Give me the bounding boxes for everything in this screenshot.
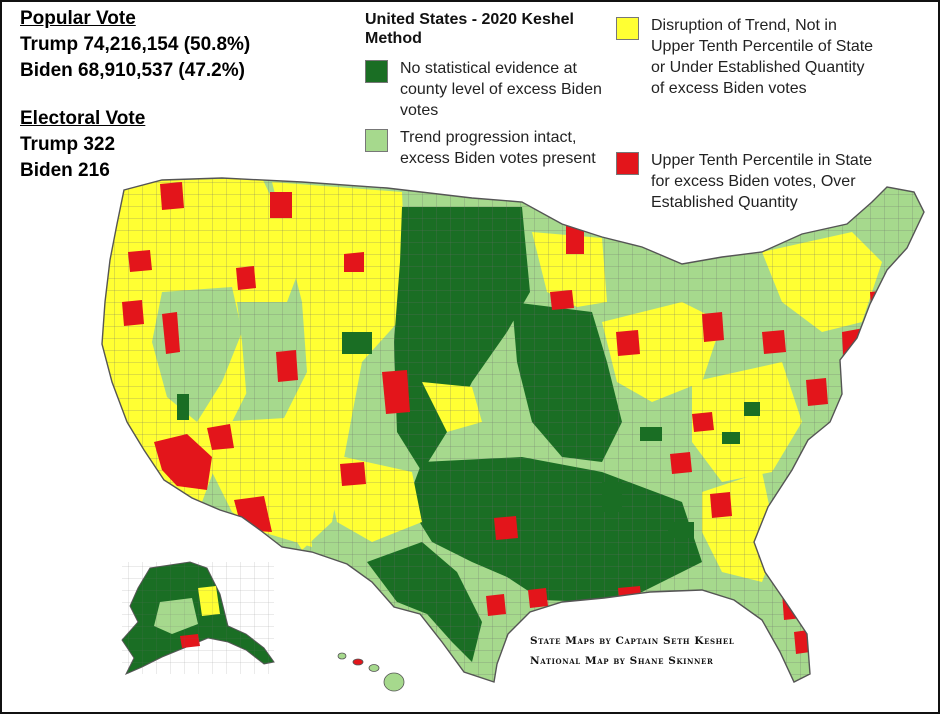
electoral-vote-trump: Trump 322 [20, 134, 116, 155]
alaska-county-grid [122, 562, 274, 674]
red-county-kentucky [692, 412, 714, 432]
legend-label-no-evidence: No statistical evidence at county level … [400, 60, 602, 119]
county-dark [602, 482, 622, 512]
legend-item-disruption: Disruption of Trend, Not in Upper Tenth … [616, 15, 876, 99]
hawaii-island-kauai [337, 652, 347, 660]
popular-vote-heading: Popular Vote [20, 8, 136, 29]
county-dark [722, 432, 740, 444]
electoral-vote-biden: Biden 216 [20, 160, 110, 181]
credit-national-map: National Map by Shane Skinner [530, 655, 714, 667]
red-county-louisiana [618, 586, 642, 608]
red-county-florida [782, 590, 802, 620]
red-county-maryland [806, 378, 828, 406]
red-county-iowa [550, 290, 574, 310]
red-county-clark-nevada [207, 424, 234, 450]
county-dark [342, 332, 372, 354]
popular-vote-biden: Biden 68,910,537 (47.2%) [20, 60, 245, 81]
legend-swatch-dark-green [365, 60, 388, 83]
legend-item-trend-intact: Trend progression intact, excess Biden v… [365, 127, 620, 169]
alaska [121, 561, 275, 676]
red-county-washington-west [160, 182, 184, 210]
red-county-washington-east [270, 192, 292, 218]
red-county-idaho [236, 266, 256, 290]
red-county-colorado-front-range [382, 370, 410, 414]
hawaii-island-maui [368, 664, 380, 672]
map-credits: State Maps by Captain Seth Keshel Nation… [530, 631, 734, 671]
red-county-utah [276, 350, 298, 382]
red-county-georgia [710, 492, 732, 518]
red-county-oregon [128, 250, 152, 272]
red-county-wisconsin [616, 330, 640, 356]
red-county-texas-south [486, 594, 506, 616]
hawaii [337, 652, 405, 692]
legend-swatch-yellow [616, 17, 639, 40]
hawaii-island-big [383, 672, 405, 692]
red-county-new-mexico [340, 462, 366, 486]
red-county-pennsylvania [762, 330, 786, 354]
legend-swatch-red [616, 152, 639, 175]
legend-item-upper-tenth: Upper Tenth Percentile in State for exce… [616, 150, 876, 213]
legend-title: United States - 2020 Keshel Method [365, 11, 574, 47]
credit-state-maps: State Maps by Captain Seth Keshel [530, 635, 735, 647]
red-county-mississippi [528, 588, 548, 608]
red-county-southern-california [154, 434, 212, 490]
legend-label-disruption: Disruption of Trend, Not in Upper Tenth … [651, 17, 874, 97]
red-county-montana [344, 252, 364, 272]
legend-label-trend-intact: Trend progression intact, excess Biden v… [400, 129, 596, 167]
red-county-michigan [702, 312, 724, 342]
red-county-massachusetts [870, 290, 892, 316]
red-county-florida-south [794, 630, 810, 654]
electoral-vote-heading: Electoral Vote [20, 108, 146, 129]
red-county-south-carolina [768, 514, 788, 536]
red-county-texas-east [494, 516, 518, 540]
popular-vote-trump: Trump 74,216,154 (50.8%) [20, 34, 251, 55]
hawaii-island-oahu [352, 658, 364, 666]
legend-label-upper-tenth: Upper Tenth Percentile in State for exce… [651, 152, 873, 211]
legend-swatch-light-green [365, 129, 388, 152]
red-county-minnesota [566, 220, 584, 254]
red-county-new-york-nj [842, 328, 866, 372]
county-dark [640, 427, 662, 441]
red-county-tennessee [670, 452, 692, 474]
legend-item-no-evidence: No statistical evidence at county level … [365, 58, 620, 121]
county-dark [177, 394, 189, 420]
county-dark [668, 522, 694, 538]
red-county-nevada [162, 312, 180, 354]
red-county-california-north [122, 300, 144, 326]
vote-summary: Popular Vote Trump 74,216,154 (50.8%) Bi… [20, 8, 250, 186]
county-dark [744, 402, 760, 416]
